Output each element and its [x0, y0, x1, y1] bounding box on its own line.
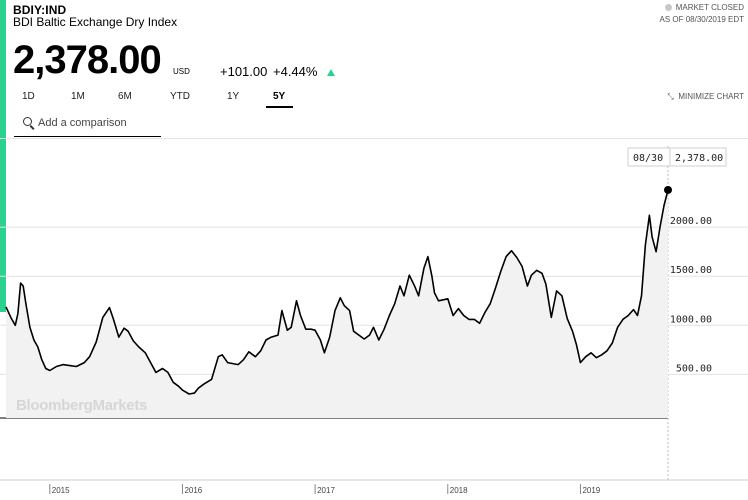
up-arrow-icon — [327, 69, 335, 76]
last-value-box — [627, 147, 727, 167]
price-change-percent: +4.44% — [273, 64, 318, 79]
x-tick-label: 2019 — [582, 486, 600, 495]
as-of-timestamp: AS OF 08/30/2019 EDT — [659, 15, 745, 24]
index-name: BDI Baltic Exchange Dry Index — [13, 15, 178, 29]
chart-top-divider — [0, 138, 748, 139]
market-status: MARKET CLOSED AS OF 08/30/2019 EDT — [660, 2, 745, 26]
tab-1m[interactable]: 1M — [71, 91, 85, 102]
search-icon — [23, 117, 32, 126]
x-tick-label: 2016 — [184, 486, 202, 495]
x-tick-label: 2015 — [52, 486, 70, 495]
price-line — [5, 189, 669, 395]
market-status-label: MARKET CLOSED — [675, 3, 744, 12]
minimize-chart-button[interactable]: ⤡ MINIMIZE CHART — [667, 92, 744, 102]
tab-1y[interactable]: 1Y — [227, 91, 240, 102]
active-tab-indicator — [266, 106, 293, 108]
last-price: 2,378.00 — [13, 38, 162, 82]
x-tick-label: 2017 — [317, 486, 335, 495]
tab-6m[interactable]: 6M — [118, 91, 132, 102]
search-underline — [14, 136, 161, 137]
minimize-chart-label: MINIMIZE CHART — [678, 92, 744, 101]
accent-bar — [0, 0, 6, 312]
last-point-date: 08/30 — [633, 153, 663, 164]
y-tick-label: 1000.00 — [670, 314, 712, 325]
price-change: +101.00 — [220, 64, 268, 79]
x-tick-label: 2018 — [450, 486, 468, 495]
ticker-symbol: BDIY:IND — [13, 3, 67, 17]
last-point-value: 2,378.00 — [675, 153, 723, 164]
status-dot-icon — [664, 4, 672, 11]
tab-ytd[interactable]: YTD — [170, 91, 190, 102]
y-tick-label: 500.00 — [676, 363, 712, 374]
y-tick-label: 1500.00 — [670, 265, 712, 276]
y-tick-label: 2000.00 — [670, 216, 712, 227]
tab-1d[interactable]: 1D — [22, 91, 35, 102]
bloomberg-watermark: BloombergMarkets — [16, 397, 148, 414]
tab-5y[interactable]: 5Y — [273, 91, 286, 102]
collapse-icon: ⤡ — [667, 92, 674, 101]
comparison-search-input[interactable] — [38, 114, 160, 132]
currency-label: USD — [173, 67, 190, 76]
chart-area-fill — [6, 190, 668, 418]
last-price-marker — [664, 185, 672, 194]
